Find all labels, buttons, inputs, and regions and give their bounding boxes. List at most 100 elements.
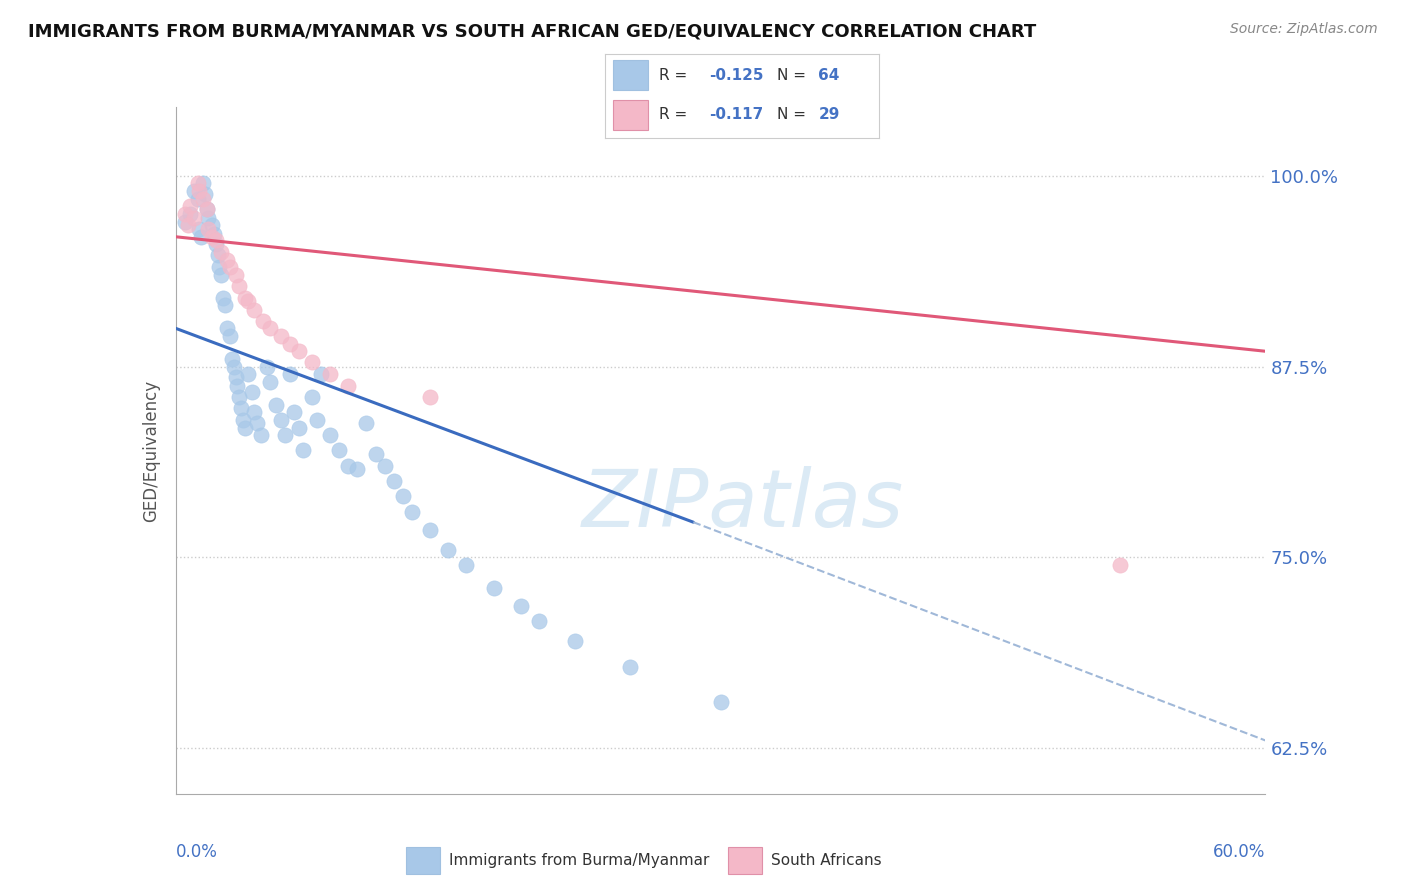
Point [228,278,250,293]
Point [283,405,305,419]
Y-axis label: GED/Equivalency: GED/Equivalency [142,379,160,522]
Point [209,245,232,260]
Point [391,489,413,503]
Point [233,420,256,434]
Point [232,413,254,427]
Point [225,268,247,282]
Point [619,660,641,674]
Point [191,192,214,206]
Bar [613,100,648,130]
Point [222,359,245,374]
Point [209,268,232,282]
Point [288,344,311,359]
Point [197,211,219,226]
Text: South Africans: South Africans [770,854,882,868]
Point [190,229,212,244]
Point [259,375,281,389]
Text: Source: ZipAtlas.com: Source: ZipAtlas.com [1230,22,1378,37]
Point [179,207,201,221]
Text: -0.117: -0.117 [709,107,763,122]
Text: N =: N = [778,68,811,83]
Point [301,355,323,369]
Bar [613,61,648,90]
Point [1109,558,1132,572]
Point [183,184,205,198]
Point [177,218,200,232]
Point [226,379,249,393]
Point [214,298,236,312]
Point [337,458,360,473]
Text: 29: 29 [818,107,839,122]
Point [186,192,209,206]
Point [201,218,224,232]
Text: R =: R = [659,107,693,122]
Point [356,416,378,430]
Point [215,252,238,267]
Point [238,367,260,381]
Point [301,390,323,404]
Point [319,428,342,442]
Point [419,523,441,537]
Point [259,321,281,335]
Text: ZIPatlas: ZIPatlas [581,467,904,544]
Point [188,184,211,198]
Point [212,291,235,305]
Point [202,227,225,241]
Point [204,237,226,252]
Point [270,413,292,427]
Point [231,401,253,415]
Point [274,428,297,442]
Point [195,202,218,217]
Point [401,504,423,518]
Point [238,293,260,308]
Point [309,367,332,381]
Point [250,428,273,442]
Point [191,177,214,191]
Point [364,446,387,460]
Point [221,351,243,366]
Text: Immigrants from Burma/Myanmar: Immigrants from Burma/Myanmar [450,854,710,868]
Point [173,207,195,221]
Point [382,474,405,488]
Point [437,542,460,557]
Bar [406,847,440,874]
Point [456,558,478,572]
Point [288,420,311,434]
Text: -0.125: -0.125 [709,68,763,83]
Point [243,303,266,318]
Point [278,367,301,381]
Point [240,385,263,400]
Text: IMMIGRANTS FROM BURMA/MYANMAR VS SOUTH AFRICAN GED/EQUIVALENCY CORRELATION CHART: IMMIGRANTS FROM BURMA/MYANMAR VS SOUTH A… [28,22,1036,40]
Point [337,379,360,393]
Point [186,177,209,191]
Point [195,202,218,217]
Point [291,443,314,458]
Point [270,329,292,343]
Point [197,222,219,236]
Point [219,329,242,343]
Point [243,405,266,419]
Point [246,416,269,430]
Bar [728,847,762,874]
Text: N =: N = [778,107,811,122]
Point [207,248,229,262]
Point [264,398,287,412]
Text: 60.0%: 60.0% [1213,843,1265,861]
Point [307,413,329,427]
Point [278,336,301,351]
Text: 0.0%: 0.0% [176,843,218,861]
Point [228,390,250,404]
Point [710,695,733,709]
Text: R =: R = [659,68,693,83]
Point [188,222,211,236]
Point [183,211,205,226]
Point [482,581,505,595]
Point [252,314,274,328]
Point [179,199,201,213]
Point [225,370,247,384]
Point [219,260,242,275]
Point [527,615,550,629]
Point [208,260,231,275]
Text: 64: 64 [818,68,839,83]
Point [346,462,368,476]
